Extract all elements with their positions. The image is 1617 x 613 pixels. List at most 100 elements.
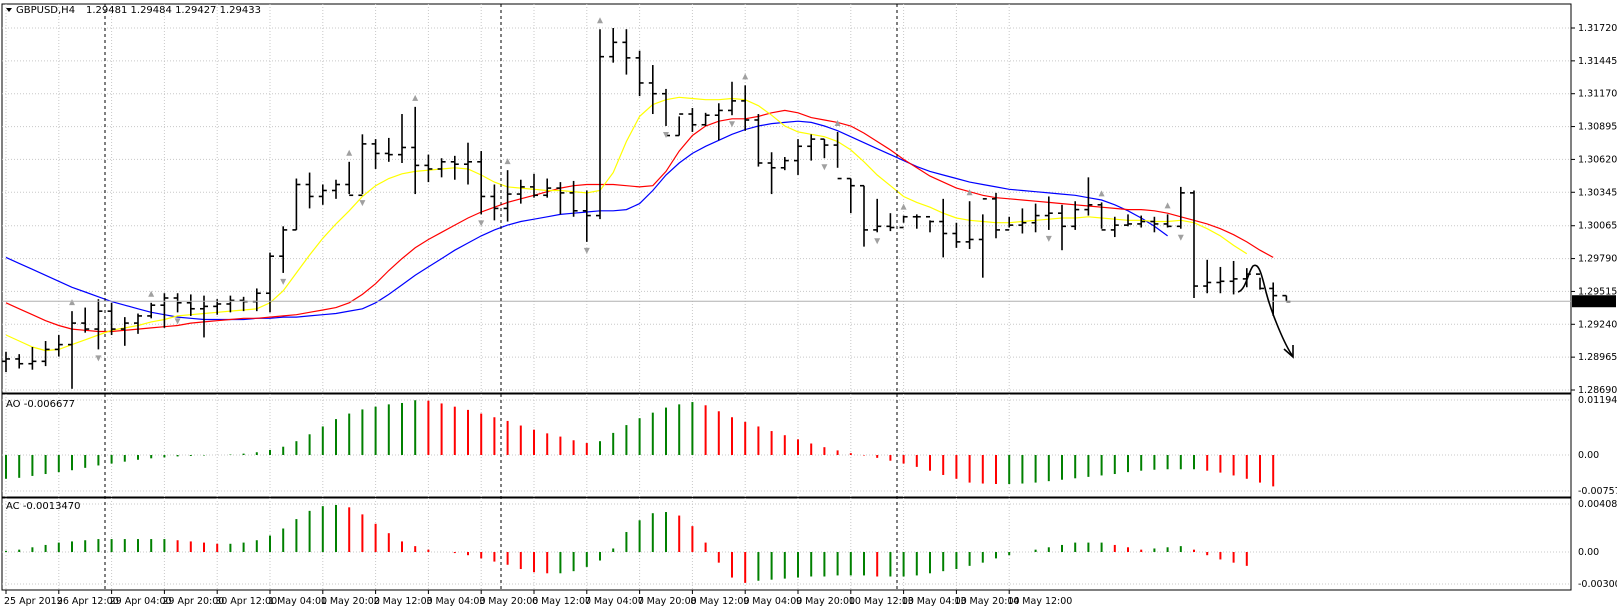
y-tick-label: 1.28690: [1578, 385, 1617, 396]
ohlc-bar: [54, 335, 63, 357]
ohlc-bar: [147, 302, 156, 319]
ohlc-bar: [1110, 216, 1119, 238]
ohlc-bar: [266, 252, 274, 313]
ao-label: AO -0.006677: [6, 399, 75, 410]
ohlc-bar: [186, 294, 195, 316]
x-tick-label: 1 May 20:00: [321, 596, 380, 607]
ohlc-bar: [596, 29, 604, 220]
fractal-down-icon: [1045, 235, 1052, 242]
ohlc-bar: [1190, 190, 1198, 299]
fractal-down-icon: [478, 220, 485, 227]
ohlc-bar: [635, 50, 644, 97]
pane-frame: [1, 497, 1572, 591]
ohlc-bar: [200, 295, 208, 338]
y-tick-label: 0.00: [1578, 450, 1599, 461]
ohlc-bar: [2, 351, 10, 373]
fractal-up-icon: [148, 290, 155, 297]
ohlc-bar: [1229, 260, 1238, 295]
ohlc-bar: [332, 179, 340, 199]
ohlc-bar: [675, 113, 684, 137]
ohlc-bar: [358, 134, 367, 197]
fractal-up-icon: [900, 203, 907, 210]
ohlc-bar: [648, 65, 657, 115]
ohlc-bar: [516, 179, 525, 204]
fractal-down-icon: [174, 318, 181, 325]
fractal-down-icon: [821, 164, 828, 171]
ac-pane[interactable]: 0.0040828 0.00 -0.0030051: [1, 497, 1617, 591]
y-tick-label: 1.31720: [1578, 23, 1617, 34]
ohlc-bar: [701, 112, 710, 126]
ohlc-bar: [411, 106, 420, 195]
x-tick-label: 6 May 12:00: [532, 596, 591, 607]
x-tick-label: 25 Apr 2019: [4, 596, 63, 607]
ohlc-bar: [1150, 216, 1159, 233]
fractal-down-icon: [663, 131, 669, 138]
ohlc-bar: [345, 161, 354, 197]
ohlc-label: 1.29481 1.29484 1.29427 1.29433: [86, 5, 261, 16]
x-tick-label: 30 Apr 12:00: [215, 596, 277, 607]
ohlc-bar: [213, 299, 222, 315]
ohlc-bar: [1071, 201, 1080, 230]
ohlc-bar: [794, 139, 802, 175]
ohlc-bar: [173, 293, 182, 313]
ohlc-bar: [767, 152, 776, 195]
ohlc-bar: [398, 114, 406, 164]
ohlc-bar: [226, 295, 235, 313]
pane-frame: [1, 393, 1572, 498]
fractal-up-icon: [69, 299, 75, 306]
y-tick-label: 1.30345: [1578, 187, 1617, 198]
symbol-dropdown-icon[interactable]: [6, 8, 12, 12]
ohlc-bar: [68, 311, 76, 389]
current-price-label: 1.29433: [1575, 297, 1614, 308]
x-tick-label: 10 May 12:00: [849, 596, 914, 607]
ohlc-bar: [899, 215, 908, 229]
ohlc-bar: [780, 157, 789, 171]
ohlc-bar: [622, 29, 631, 75]
ohlc-bar: [15, 354, 24, 369]
ohlc-bar: [1084, 177, 1093, 216]
y-tick-label: 1.29790: [1578, 254, 1617, 265]
pane-frame: [1, 3, 1572, 394]
y-tick-label: 1.29515: [1578, 286, 1617, 297]
ohlc-bar: [609, 28, 618, 63]
ohlc-bar: [437, 158, 446, 178]
fractal-up-icon: [742, 73, 749, 80]
ohlc-bar: [873, 198, 882, 233]
fractal-down-icon: [583, 247, 590, 254]
x-tick-label: 7 May 04:00: [585, 596, 644, 607]
current-price-badge: [1572, 295, 1616, 308]
x-tick-label: 13 May 04:00: [902, 596, 967, 607]
y-tick-label: -0.0030051: [1578, 579, 1617, 590]
ohlc-bar: [450, 155, 459, 180]
ohlc-bar: [477, 151, 486, 215]
ohlc-bar: [94, 299, 103, 350]
ohlc-bar: [1097, 202, 1106, 231]
ohlc-bar: [1256, 273, 1264, 290]
x-tick-label: 1 May 04:00: [268, 596, 327, 607]
forecast-arrow: [1237, 264, 1293, 356]
ohlc-bar: [1163, 214, 1172, 228]
ohlc-bar: [543, 178, 552, 198]
ohlc-bar: [279, 226, 288, 273]
ohlc-bar: [1269, 282, 1278, 316]
ohlc-bar: [1058, 204, 1066, 251]
y-tick-label: 0.011947: [1578, 395, 1617, 406]
ohlc-bar: [1137, 215, 1146, 228]
ohlc-bar: [490, 184, 499, 221]
ao-pane[interactable]: 0.011947 0.00 -0.00757: [1, 393, 1617, 498]
fractal-up-icon: [1098, 190, 1105, 197]
ohlc-bar: [926, 215, 934, 233]
ohlc-bar: [1018, 208, 1027, 234]
ohlc-bar: [886, 213, 895, 232]
ohlc-bar: [464, 142, 472, 185]
fractal-down-icon: [359, 200, 366, 207]
ohlc-bar: [503, 170, 512, 222]
ma-mid-line: [5, 109, 1274, 333]
ohlc-bar: [1216, 266, 1225, 294]
fractal-up-icon: [597, 17, 603, 24]
fractal-up-icon: [966, 189, 973, 196]
price-pane[interactable]: 1.31720 1.31445 1.31170 1.30895 1.30620 1.303…: [1, 3, 1617, 401]
ohlc-bar: [978, 198, 987, 278]
ohlc-bar: [807, 134, 816, 161]
